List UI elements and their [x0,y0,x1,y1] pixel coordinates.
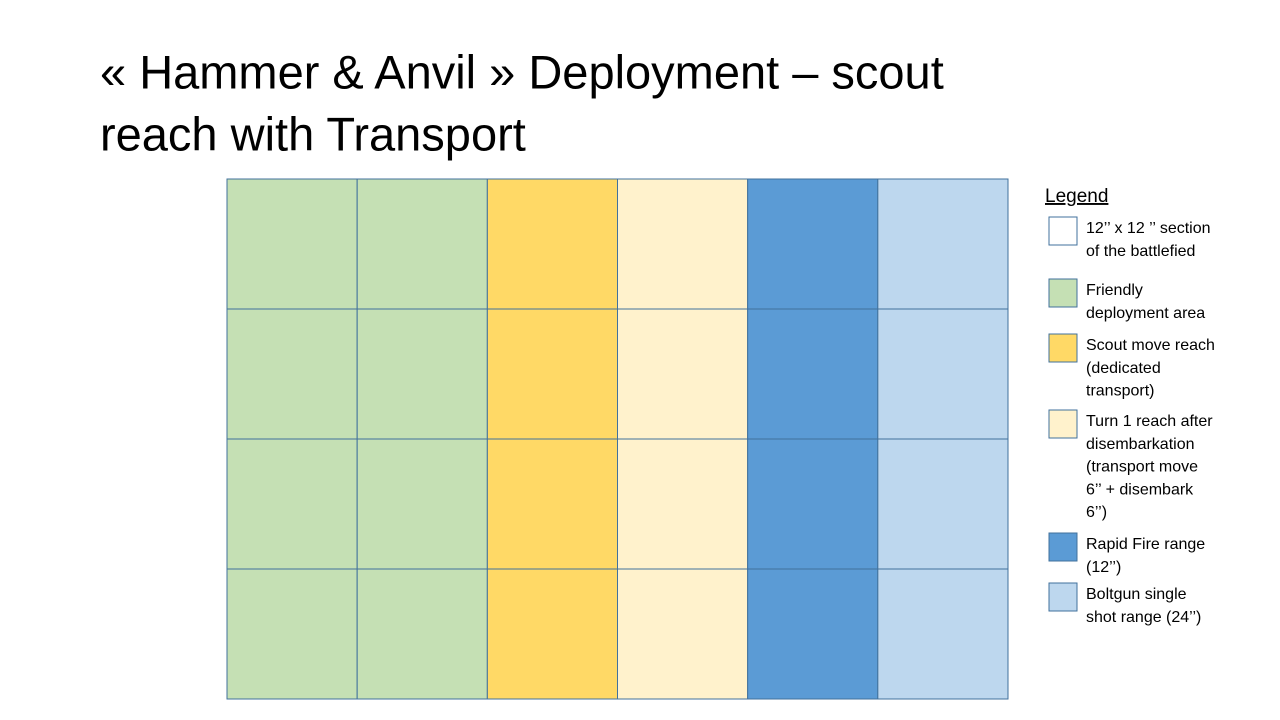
grid-cell [617,568,749,700]
legend-title: Legend [1045,186,1108,207]
grid-cell [747,438,879,570]
grid-cell [486,568,619,700]
legend-label: 6’’) [1086,504,1107,521]
legend-label: shot range (24’’) [1086,609,1201,626]
grid-cell [877,438,1009,570]
grid-cell [356,308,488,440]
grid-cell [877,308,1009,440]
legend-label: 6’’ + disembark [1086,481,1194,498]
legend-swatch [1048,278,1078,308]
grid-cell [617,308,749,440]
legend-swatch [1048,582,1078,612]
title-line: reach with Transport [100,107,526,160]
legend-label: (12’’) [1086,559,1121,576]
legend-label: (transport move [1086,459,1198,476]
legend-label: Rapid Fire range [1086,536,1205,553]
legend-label: Scout move reach [1086,337,1215,354]
grid-cell [356,438,488,570]
grid-cell [226,438,358,570]
grid-cell [226,178,358,310]
legend-label: Boltgun single [1086,586,1187,603]
grid-cell [486,438,619,570]
legend-swatch [1048,216,1078,246]
title-line: « Hammer & Anvil » Deployment – scout [100,45,944,98]
legend-label: disembarkation [1086,436,1195,453]
legend-label: of the battlefied [1086,243,1195,260]
legend-swatch [1048,333,1078,363]
grid-cell [747,178,879,310]
grid-cell [486,308,619,440]
grid-cell [226,308,358,440]
legend-label: (dedicated [1086,360,1161,377]
legend-swatch [1048,532,1078,562]
grid-cell [747,568,879,700]
legend-label: Turn 1 reach after [1086,413,1213,430]
grid-cell [617,438,749,570]
legend-label: 12’’ x 12 ’’ section [1086,220,1211,237]
grid-cell [356,178,488,310]
grid-cell [356,568,488,700]
grid-cell [226,568,358,700]
legend-label: transport) [1086,383,1154,400]
legend-label: Friendly [1086,282,1143,299]
grid-cell [617,178,749,310]
legend-swatch [1048,409,1078,439]
grid-cell [877,568,1009,700]
grid-cell [747,308,879,440]
grid-cell [877,178,1009,310]
legend-label: deployment area [1086,305,1205,322]
grid-cell [486,178,619,310]
